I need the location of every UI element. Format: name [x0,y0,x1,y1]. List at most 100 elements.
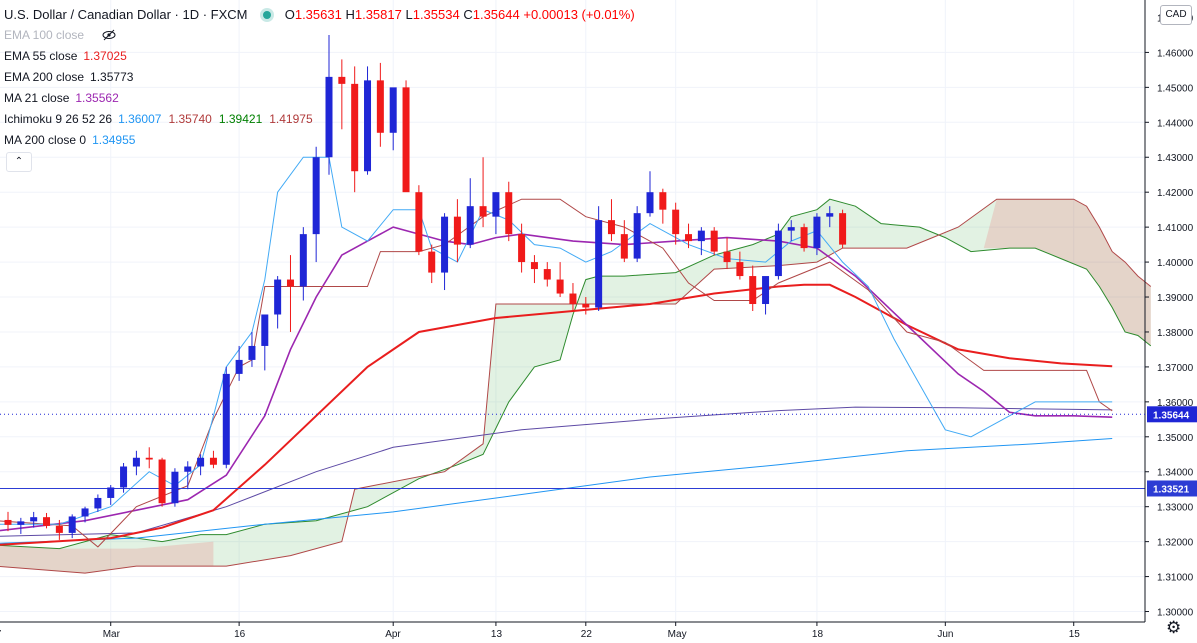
price-tick-label: 1.33000 [1157,503,1194,514]
legend: U.S. Dollar / Canadian Dollar · 1D · FXC… [4,4,635,151]
candle-body [839,213,847,245]
hline-price-label: 1.33521 [1153,484,1190,495]
candle-body [376,80,384,133]
open-label: O [284,7,295,22]
candle-body [607,220,615,235]
candle-body [43,517,51,526]
last-price-label: 1.35644 [1153,410,1190,421]
time-tick-label: Mar [103,629,121,640]
candle-body [736,262,744,277]
price-tick-label: 1.44000 [1157,118,1194,129]
price-tick-label: 1.43000 [1157,153,1194,164]
currency-badge[interactable]: CAD [1160,5,1192,25]
price-tick-label: 1.36000 [1157,398,1194,409]
collapse-legend-button[interactable]: ⌃ [6,152,32,172]
indicator-row[interactable]: Ichimoku 9 26 52 26 1.36007 1.35740 1.39421… [4,109,635,130]
candle-body [453,216,461,245]
time-tick-label: 16 [234,629,246,640]
indicator-name: MA 200 close 0 [4,133,87,147]
candle-body [184,466,192,472]
time-tick-label: Apr [385,629,401,640]
low-value: 1.35534 [412,7,460,22]
symbol-title[interactable]: U.S. Dollar / Canadian Dollar · 1D · FXC… [4,7,248,22]
candle-body [428,251,436,273]
indicator-list: EMA 100 close EMA 55 close 1.37025 EMA 200 … [4,25,635,151]
indicator-value: 1.35740 [168,112,212,126]
indicator-name: EMA 100 close [4,28,85,42]
candle-body [312,157,320,235]
candle-body [685,234,693,242]
candle-body [120,466,128,488]
low-label: L [405,7,413,22]
hline-price-badge [1147,480,1197,497]
candle-body [389,87,397,133]
candle-body [286,279,294,287]
candle-body [633,213,641,259]
candle-body [274,279,282,315]
candle-body [132,457,140,467]
indicator-name: Ichimoku 9 26 52 26 [4,112,113,126]
candle-body [145,457,153,460]
price-tick-label: 1.34000 [1157,468,1194,479]
candle-body [466,206,474,245]
gear-icon[interactable]: ⚙ [1166,618,1182,637]
candle-body [620,234,628,259]
candle-body [659,192,667,210]
candle-body [787,227,795,231]
senkou-span-b-line [0,198,1152,574]
indicator-name: MA 21 close [4,91,70,105]
candle-body [813,216,821,249]
eye-slash-icon[interactable] [102,25,116,46]
senkou-span-a-line [0,198,1152,550]
indicator-name: EMA 200 close [4,70,85,84]
price-tick-label: 1.46000 [1157,48,1194,59]
candle-body [749,276,757,305]
indicator-row[interactable]: EMA 100 close [4,25,635,46]
candle-body [723,251,731,263]
candle-body [171,471,179,504]
candle-body [158,459,166,504]
time-tick-label: 17 [0,629,2,640]
kumo-cloud-bear [0,541,214,574]
candle-body [364,80,372,172]
time-tick-label: May [668,629,687,640]
time-tick-label: 13 [491,629,503,640]
indicator-row[interactable]: MA 200 close 0 1.34955 [4,130,635,151]
indicator-row[interactable]: EMA 55 close 1.37025 [4,46,635,67]
price-tick-label: 1.45000 [1157,83,1194,94]
candle-body [248,345,256,360]
candle-body [505,192,513,235]
kumo-cloud-bull [0,199,1151,574]
candle-body [94,497,102,509]
indicator-row[interactable]: EMA 200 close 1.35773 [4,67,635,88]
candle-body [68,516,76,533]
indicator-row[interactable]: MA 21 close 1.35562 [4,88,635,109]
price-tick-label: 1.42000 [1157,188,1194,199]
candle-body [543,269,551,280]
indicator-value: 1.34955 [92,133,136,147]
time-tick-label: 15 [1069,629,1081,640]
candle-body [762,276,770,305]
change-value: +0.00013 (+0.01%) [523,7,635,22]
candle-body [441,216,449,273]
close-value: 1.35644 [472,7,520,22]
candle-body [556,279,564,294]
candle-body [774,230,782,277]
candle-body [479,206,487,217]
indicator-name: EMA 55 close [4,49,78,63]
indicator-value: 1.35773 [90,70,134,84]
last-price-badge [1147,406,1197,423]
candle-body [299,234,307,287]
candle-body [235,359,243,374]
indicator-value: 1.41975 [269,112,313,126]
time-tick-label: 22 [581,629,593,640]
indicator-value: 1.35562 [75,91,119,105]
price-tick-label: 1.38000 [1157,328,1194,339]
price-tick-label: 1.41000 [1157,223,1194,234]
kumo-cloud-bear [983,199,1151,346]
price-tick-label: 1.37000 [1157,363,1194,374]
indicator-value: 1.39421 [218,112,263,126]
high-value: 1.35817 [354,7,402,22]
